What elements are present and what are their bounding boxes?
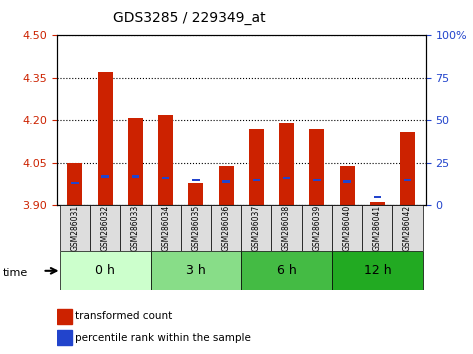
Text: GSM286031: GSM286031: [70, 205, 79, 251]
Bar: [343, 181, 351, 183]
Bar: [340, 166, 355, 205]
Bar: [131, 175, 139, 178]
FancyBboxPatch shape: [150, 251, 241, 290]
Text: GSM286037: GSM286037: [252, 205, 261, 251]
Text: percentile rank within the sample: percentile rank within the sample: [75, 332, 251, 343]
Bar: [158, 115, 173, 205]
FancyBboxPatch shape: [60, 205, 90, 251]
Bar: [400, 132, 415, 205]
FancyBboxPatch shape: [60, 251, 150, 290]
FancyBboxPatch shape: [332, 205, 362, 251]
Bar: [67, 163, 82, 205]
FancyBboxPatch shape: [120, 205, 150, 251]
Bar: [279, 123, 294, 205]
Text: GDS3285 / 229349_at: GDS3285 / 229349_at: [113, 11, 265, 25]
Text: GSM286034: GSM286034: [161, 205, 170, 251]
Text: GSM286033: GSM286033: [131, 205, 140, 251]
Bar: [188, 183, 203, 205]
Bar: [370, 202, 385, 205]
Text: 0 h: 0 h: [95, 264, 115, 277]
Text: 6 h: 6 h: [277, 264, 297, 277]
Text: 12 h: 12 h: [364, 264, 391, 277]
Bar: [192, 179, 200, 181]
Bar: [219, 166, 234, 205]
Bar: [162, 177, 169, 179]
Text: 3 h: 3 h: [186, 264, 206, 277]
Bar: [71, 182, 79, 184]
FancyBboxPatch shape: [302, 205, 332, 251]
Text: GSM286038: GSM286038: [282, 205, 291, 251]
Text: GSM286036: GSM286036: [222, 205, 231, 251]
Bar: [57, 330, 71, 345]
Bar: [309, 129, 324, 205]
Bar: [222, 181, 230, 183]
Text: GSM286040: GSM286040: [342, 205, 351, 251]
Bar: [249, 129, 264, 205]
FancyBboxPatch shape: [332, 251, 423, 290]
Text: GSM286032: GSM286032: [101, 205, 110, 251]
FancyBboxPatch shape: [90, 205, 120, 251]
Bar: [404, 179, 412, 181]
FancyBboxPatch shape: [393, 205, 423, 251]
Text: GSM286041: GSM286041: [373, 205, 382, 251]
Text: GSM286039: GSM286039: [312, 205, 321, 251]
FancyBboxPatch shape: [150, 205, 181, 251]
Text: time: time: [2, 268, 27, 278]
FancyBboxPatch shape: [241, 205, 272, 251]
FancyBboxPatch shape: [241, 251, 332, 290]
FancyBboxPatch shape: [181, 205, 211, 251]
Bar: [253, 179, 260, 181]
Bar: [101, 175, 109, 178]
Text: GSM286042: GSM286042: [403, 205, 412, 251]
Bar: [97, 72, 113, 205]
FancyBboxPatch shape: [272, 205, 302, 251]
Bar: [57, 309, 71, 324]
Text: GSM286035: GSM286035: [192, 205, 201, 251]
Bar: [128, 118, 143, 205]
Bar: [313, 179, 321, 181]
Text: transformed count: transformed count: [75, 311, 173, 321]
FancyBboxPatch shape: [362, 205, 393, 251]
Bar: [374, 196, 381, 198]
FancyBboxPatch shape: [211, 205, 241, 251]
Bar: [283, 177, 290, 179]
